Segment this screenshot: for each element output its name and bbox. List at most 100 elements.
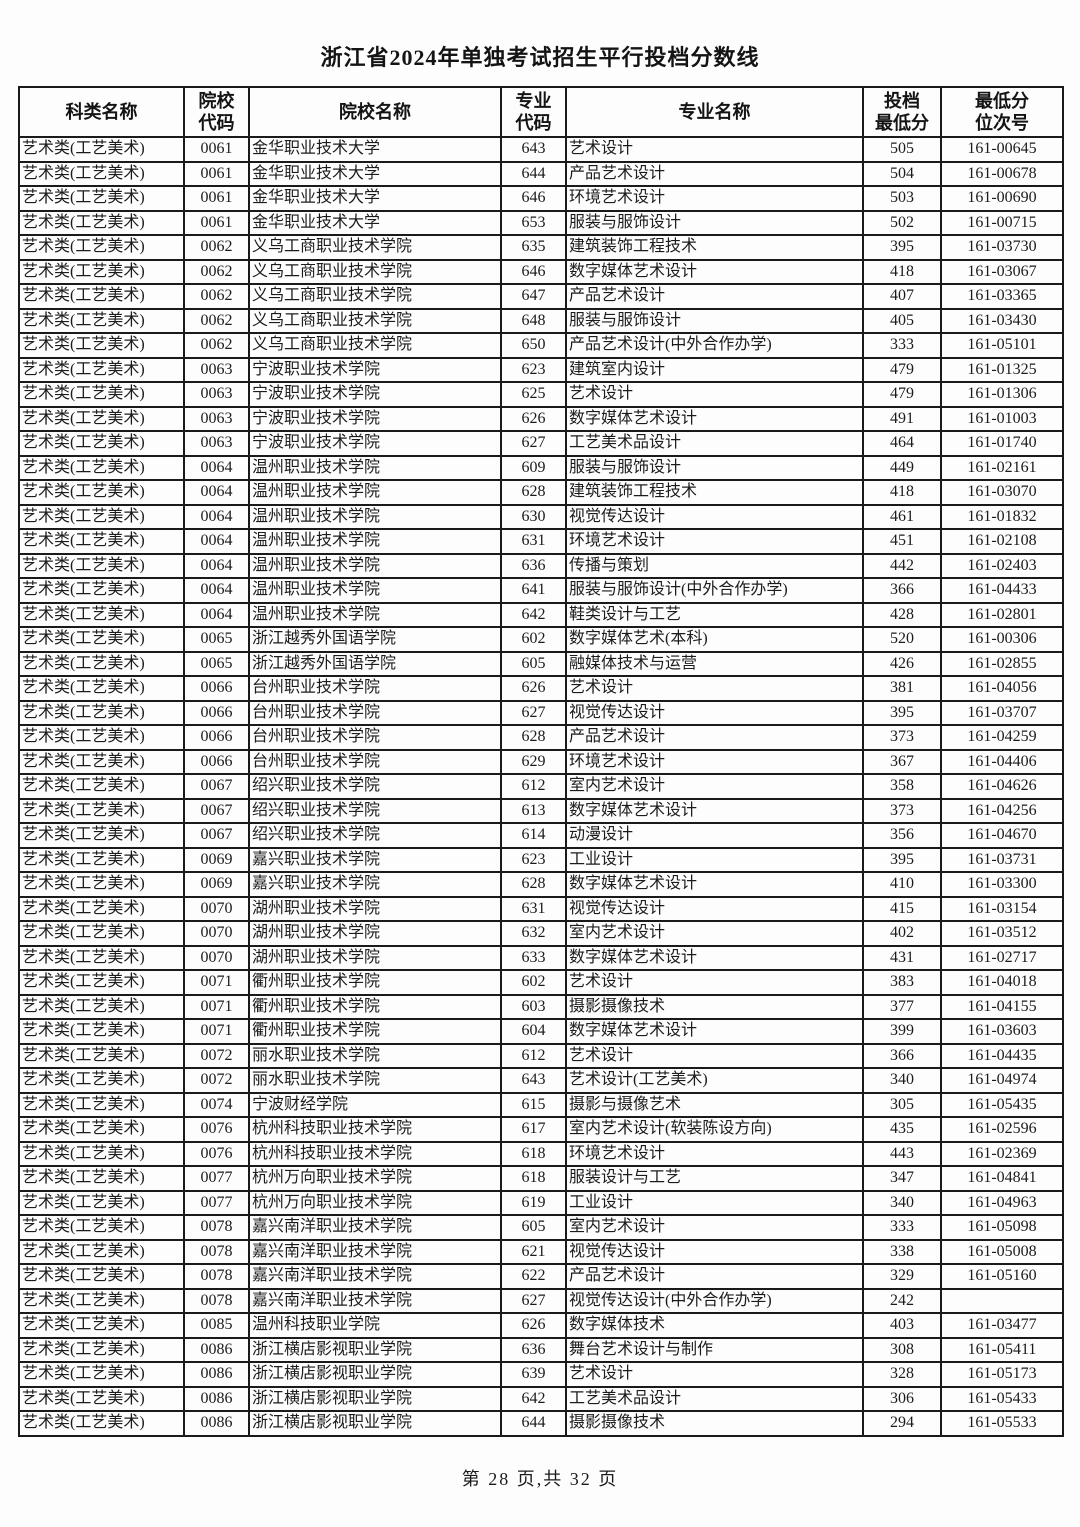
school-code-cell: 0066	[183, 699, 250, 726]
school-code-cell: 0071	[183, 969, 250, 996]
min-score-cell: 358	[862, 773, 942, 800]
table-row: 艺术类(工艺美术) 0074 宁波财经学院 615 摄影与摄像艺术 305 161-0543…	[18, 1091, 1064, 1118]
school-code-cell: 0066	[183, 675, 250, 702]
major-code-cell: 614	[500, 822, 567, 849]
school-code-cell: 0066	[183, 748, 250, 775]
min-score-cell: 383	[862, 969, 942, 996]
major-code-cell: 636	[500, 1336, 567, 1363]
min-score-cell: 426	[862, 650, 942, 677]
category-cell: 艺术类(工艺美术)	[18, 871, 185, 898]
major-name-cell: 摄影摄像技术	[565, 993, 864, 1020]
rank-cell: 161-03730	[940, 234, 1064, 261]
major-name-cell: 工业设计	[565, 1189, 864, 1216]
major-name-cell: 建筑室内设计	[565, 356, 864, 383]
min-score-cell: 308	[862, 1336, 942, 1363]
school-name-cell: 温州职业技术学院	[248, 454, 502, 481]
major-name-cell: 艺术设计	[565, 381, 864, 408]
school-name-cell: 温州职业技术学院	[248, 479, 502, 506]
school-code-cell: 0086	[183, 1336, 250, 1363]
major-name-cell: 服装与服饰设计	[565, 209, 864, 236]
school-name-cell: 金华职业技术大学	[248, 160, 502, 187]
category-cell: 艺术类(工艺美术)	[18, 1287, 185, 1314]
min-score-cell: 366	[862, 577, 942, 604]
major-name-cell: 室内艺术设计	[565, 773, 864, 800]
school-code-cell: 0064	[183, 601, 250, 628]
category-cell: 艺术类(工艺美术)	[18, 920, 185, 947]
category-cell: 艺术类(工艺美术)	[18, 626, 185, 653]
school-name-cell: 衢州职业技术学院	[248, 969, 502, 996]
school-name-cell: 义乌工商职业技术学院	[248, 307, 502, 334]
school-name-cell: 嘉兴南洋职业技术学院	[248, 1287, 502, 1314]
category-cell: 艺术类(工艺美术)	[18, 993, 185, 1020]
major-name-cell: 艺术设计	[565, 969, 864, 996]
category-cell: 艺术类(工艺美术)	[18, 528, 185, 555]
major-code-cell: 619	[500, 1189, 567, 1216]
major-name-cell: 产品艺术设计	[565, 283, 864, 310]
table-row: 艺术类(工艺美术) 0078 嘉兴南洋职业技术学院 622 产品艺术设计 329 161-0…	[18, 1263, 1064, 1290]
table-row: 艺术类(工艺美术) 0061 金华职业技术大学 646 环境艺术设计 503 161-006…	[18, 185, 1064, 212]
school-name-cell: 杭州科技职业技术学院	[248, 1116, 502, 1143]
rank-cell: 161-04018	[940, 969, 1064, 996]
column-header: 科类名称	[18, 86, 185, 138]
category-cell: 艺术类(工艺美术)	[18, 1385, 185, 1412]
category-cell: 艺术类(工艺美术)	[18, 699, 185, 726]
min-score-cell: 306	[862, 1385, 942, 1412]
min-score-cell: 305	[862, 1091, 942, 1118]
rank-cell: 161-04256	[940, 797, 1064, 824]
category-cell: 艺术类(工艺美术)	[18, 601, 185, 628]
major-name-cell: 数字媒体艺术设计	[565, 871, 864, 898]
min-score-cell: 395	[862, 699, 942, 726]
column-header: 专业名称	[565, 86, 864, 138]
school-code-cell: 0066	[183, 724, 250, 751]
school-code-cell: 0063	[183, 381, 250, 408]
school-code-cell: 0062	[183, 307, 250, 334]
category-cell: 艺术类(工艺美术)	[18, 405, 185, 432]
category-cell: 艺术类(工艺美术)	[18, 356, 185, 383]
school-name-cell: 丽水职业技术学院	[248, 1042, 502, 1069]
major-name-cell: 工业设计	[565, 846, 864, 873]
table-row: 艺术类(工艺美术) 0065 浙江越秀外国语学院 605 融媒体技术与运营 426 161-…	[18, 650, 1064, 677]
min-score-cell: 328	[862, 1361, 942, 1388]
school-name-cell: 嘉兴南洋职业技术学院	[248, 1238, 502, 1265]
school-name-cell: 义乌工商职业技术学院	[248, 283, 502, 310]
table-row: 艺术类(工艺美术) 0066 台州职业技术学院 626 艺术设计 381 161-04056	[18, 675, 1064, 702]
table-row: 艺术类(工艺美术) 0070 湖州职业技术学院 632 室内艺术设计 402 161-035…	[18, 920, 1064, 947]
category-cell: 艺术类(工艺美术)	[18, 822, 185, 849]
major-code-cell: 617	[500, 1116, 567, 1143]
category-cell: 艺术类(工艺美术)	[18, 209, 185, 236]
table-row: 艺术类(工艺美术) 0077 杭州万向职业技术学院 618 服装设计与工艺 347 161-…	[18, 1165, 1064, 1192]
category-cell: 艺术类(工艺美术)	[18, 258, 185, 285]
major-code-cell: 602	[500, 626, 567, 653]
min-score-cell: 338	[862, 1238, 942, 1265]
category-cell: 艺术类(工艺美术)	[18, 552, 185, 579]
category-cell: 艺术类(工艺美术)	[18, 1214, 185, 1241]
rank-cell: 161-05098	[940, 1214, 1064, 1241]
major-code-cell: 612	[500, 1042, 567, 1069]
school-code-cell: 0064	[183, 454, 250, 481]
school-name-cell: 温州职业技术学院	[248, 601, 502, 628]
major-name-cell: 视觉传达设计(中外合作办学)	[565, 1287, 864, 1314]
page-title: 浙江省2024年单独考试招生平行投档分数线	[320, 45, 760, 70]
school-name-cell: 金华职业技术大学	[248, 185, 502, 212]
min-score-cell: 407	[862, 283, 942, 310]
rank-cell: 161-05160	[940, 1263, 1064, 1290]
min-score-cell: 405	[862, 307, 942, 334]
min-score-cell: 479	[862, 356, 942, 383]
major-name-cell: 服装设计与工艺	[565, 1165, 864, 1192]
major-name-cell: 服装与服饰设计	[565, 454, 864, 481]
school-name-cell: 义乌工商职业技术学院	[248, 332, 502, 359]
school-code-cell: 0065	[183, 626, 250, 653]
school-code-cell: 0063	[183, 356, 250, 383]
table-row: 艺术类(工艺美术) 0071 衢州职业技术学院 602 艺术设计 383 161-04018	[18, 969, 1064, 996]
category-cell: 艺术类(工艺美术)	[18, 1189, 185, 1216]
category-cell: 艺术类(工艺美术)	[18, 1165, 185, 1192]
table-row: 艺术类(工艺美术) 0078 嘉兴南洋职业技术学院 605 室内艺术设计 333 161-0…	[18, 1214, 1064, 1241]
rank-cell: 161-03430	[940, 307, 1064, 334]
table-row: 艺术类(工艺美术) 0062 义乌工商职业技术学院 650 产品艺术设计(中外合作办学)…	[18, 332, 1064, 359]
major-name-cell: 艺术设计(工艺美术)	[565, 1067, 864, 1094]
min-score-cell: 479	[862, 381, 942, 408]
rank-cell: 161-04974	[940, 1067, 1064, 1094]
major-code-cell: 626	[500, 675, 567, 702]
school-name-cell: 温州职业技术学院	[248, 503, 502, 530]
table-row: 艺术类(工艺美术) 0061 金华职业技术大学 644 产品艺术设计 504 161-006…	[18, 160, 1064, 187]
